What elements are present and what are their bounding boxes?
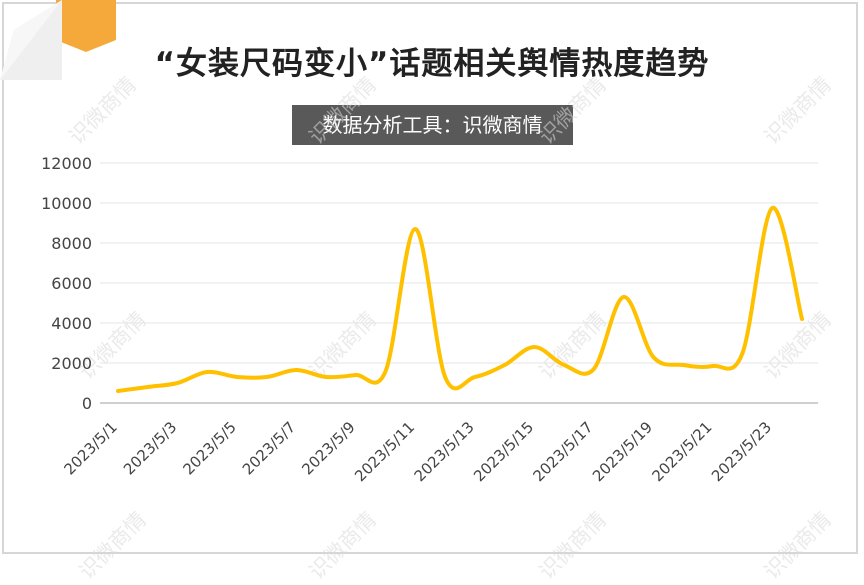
x-tick-label: 2023/5/19 <box>589 418 656 485</box>
y-tick-label: 2000 <box>51 354 92 373</box>
x-tick-label: 2023/5/23 <box>708 418 775 485</box>
y-tick-label: 6000 <box>51 274 92 293</box>
x-tick-label: 2023/5/5 <box>179 418 239 478</box>
y-tick-label: 12000 <box>41 154 92 173</box>
series-line <box>118 208 802 391</box>
x-tick-label: 2023/5/9 <box>298 418 358 478</box>
x-tick-label: 2023/5/1 <box>60 418 120 478</box>
y-tick-label: 10000 <box>41 194 92 213</box>
y-tick-label: 4000 <box>51 314 92 333</box>
x-tick-label: 2023/5/17 <box>530 418 597 485</box>
x-tick-label: 2023/5/15 <box>470 418 537 485</box>
y-tick-label: 0 <box>82 394 92 413</box>
x-tick-label: 2023/5/11 <box>351 418 418 485</box>
x-tick-label: 2023/5/3 <box>120 418 180 478</box>
chart-canvas: “女装尺码变小”话题相关舆情热度趋势 数据分析工具：识微商情 识微商情 识微商情… <box>0 0 864 559</box>
x-tick-label: 2023/5/21 <box>648 418 715 485</box>
x-tick-label: 2023/5/13 <box>411 418 478 485</box>
y-tick-label: 8000 <box>51 234 92 253</box>
x-tick-label: 2023/5/7 <box>239 418 299 478</box>
